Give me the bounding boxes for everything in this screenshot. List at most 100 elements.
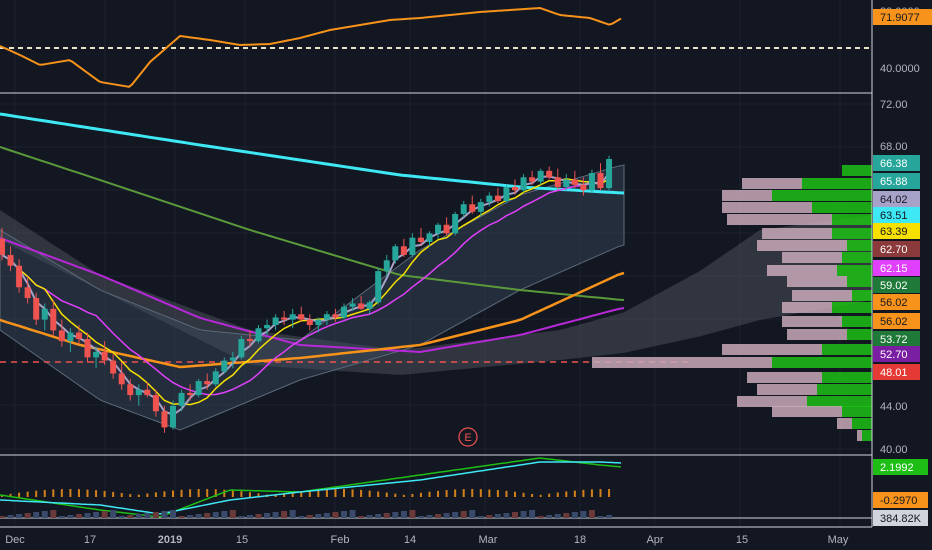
- candle: [409, 233, 416, 258]
- earnings-marker-label: E: [464, 432, 471, 444]
- candle: [426, 231, 433, 247]
- time-axis-label: May: [828, 534, 849, 546]
- price-axis-label: 44.00: [880, 401, 908, 413]
- candle: [16, 259, 23, 293]
- earnings-marker[interactable]: E: [458, 427, 478, 447]
- price-tag-label: 56.02: [880, 316, 908, 328]
- price-tag: [873, 223, 920, 239]
- candle: [264, 319, 271, 336]
- candle: [546, 166, 553, 180]
- price-tag-label: 48.01: [880, 367, 908, 379]
- candle: [503, 184, 510, 204]
- moving-average-magenta: [0, 237, 625, 354]
- price-tag: [873, 277, 920, 293]
- moving-average-orange: [0, 271, 625, 369]
- candle: [494, 188, 501, 204]
- candle: [101, 341, 108, 365]
- candle: [170, 400, 176, 430]
- candle: [58, 319, 65, 347]
- candle: [417, 227, 424, 246]
- price-tag: [873, 207, 920, 223]
- candle: [24, 276, 31, 304]
- candle: [537, 168, 544, 185]
- indicator-tag-label: -0.2970: [880, 495, 917, 507]
- candle: [452, 211, 459, 236]
- time-axis-label: 2019: [158, 534, 182, 546]
- volume-bars: [0, 510, 613, 518]
- candle: [152, 389, 159, 417]
- candle: [75, 325, 82, 344]
- candle: [332, 308, 339, 322]
- candle: [187, 384, 194, 401]
- candle: [195, 378, 202, 398]
- time-axis-label: Feb: [331, 534, 350, 546]
- candle: [349, 298, 356, 311]
- price-tag-label: 56.02: [880, 297, 908, 309]
- price-tag: [873, 294, 920, 310]
- price-tag-label: 63.39: [880, 226, 908, 238]
- price-tag-label: 59.02: [880, 280, 908, 292]
- price-panel[interactable]: E: [0, 112, 872, 447]
- candle: [110, 354, 117, 379]
- candle: [84, 332, 91, 363]
- candle: [580, 177, 587, 196]
- candle: [67, 328, 74, 352]
- candle: [93, 346, 100, 369]
- rsi-value-label: 71.9077: [880, 12, 920, 24]
- candle: [298, 306, 305, 322]
- indicator-tag: [873, 510, 928, 526]
- moving-average-200: [0, 146, 625, 301]
- time-axis-label: 18: [574, 534, 586, 546]
- candle: [204, 373, 211, 390]
- rsi-axis-label: 40.0000: [880, 63, 920, 75]
- candle: [246, 330, 253, 347]
- candle: [306, 314, 313, 331]
- price-tag: [873, 155, 920, 171]
- macd-panel[interactable]: [0, 457, 622, 518]
- candle: [221, 357, 228, 374]
- macd-signal-line: [0, 461, 622, 515]
- candle: [7, 246, 14, 272]
- indicator-tag: [873, 459, 928, 475]
- candle: [477, 198, 484, 217]
- candle: [460, 201, 467, 218]
- candle: [212, 368, 219, 387]
- rsi-line: [0, 6, 622, 88]
- rsi-panel[interactable]: [0, 6, 872, 88]
- price-axis[interactable]: 80.0000 40.0000 71.9077 72.00 68.00 44.0…: [873, 6, 932, 526]
- price-axis-label: 72.00: [880, 99, 908, 111]
- price-tag-label: 65.88: [880, 176, 908, 188]
- candle: [178, 389, 185, 412]
- candle: [255, 325, 262, 344]
- candle: [161, 405, 168, 433]
- candle: [144, 382, 151, 398]
- candle: [289, 308, 296, 329]
- price-tag: [873, 191, 920, 207]
- price-tag-label: 63.51: [880, 210, 908, 222]
- candle: [341, 303, 347, 320]
- price-tag: [873, 364, 920, 380]
- candle: [127, 378, 134, 401]
- time-axis[interactable]: Dec 17 2019 15 Feb 14 Mar 18 Apr 15 May: [5, 534, 849, 546]
- candle: [529, 170, 536, 185]
- price-tag-label: 62.15: [880, 263, 908, 275]
- indicator-tag-label: 2.1992: [880, 462, 914, 474]
- time-axis-label: Mar: [479, 534, 498, 546]
- price-tag: [873, 241, 920, 257]
- candle: [375, 267, 382, 305]
- moving-average-pink: [1, 179, 610, 396]
- price-tag: [873, 313, 920, 329]
- time-axis-label: 17: [84, 534, 96, 546]
- price-axis-label: 68.00: [880, 141, 908, 153]
- candle: [358, 295, 365, 310]
- candle: [554, 168, 561, 191]
- time-axis-label: Apr: [646, 534, 663, 546]
- time-axis-label: 14: [404, 534, 416, 546]
- candle: [512, 179, 518, 195]
- time-axis-label: 15: [736, 534, 748, 546]
- candle: [563, 174, 570, 191]
- macd-histogram: [1, 489, 611, 497]
- candle: [118, 362, 125, 390]
- candle: [323, 311, 330, 326]
